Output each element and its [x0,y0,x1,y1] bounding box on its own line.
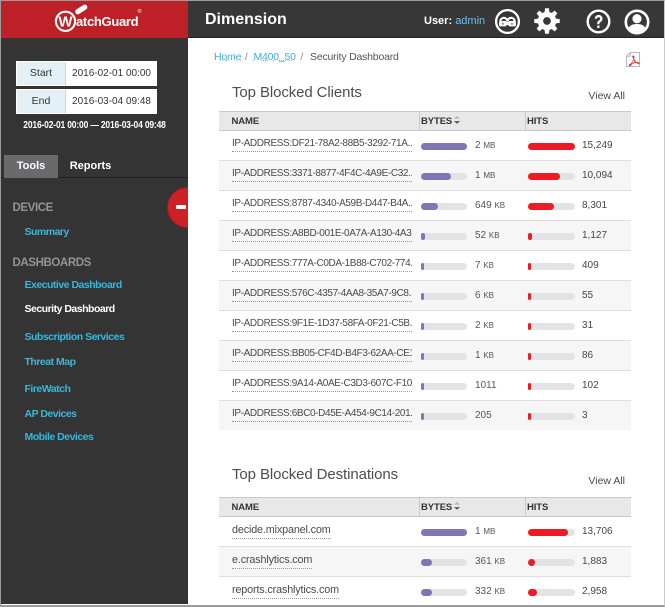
svg-text:®: ® [138,8,142,15]
svg-text:atchGuard: atchGuard [76,14,139,29]
svg-text:W: W [58,14,73,31]
